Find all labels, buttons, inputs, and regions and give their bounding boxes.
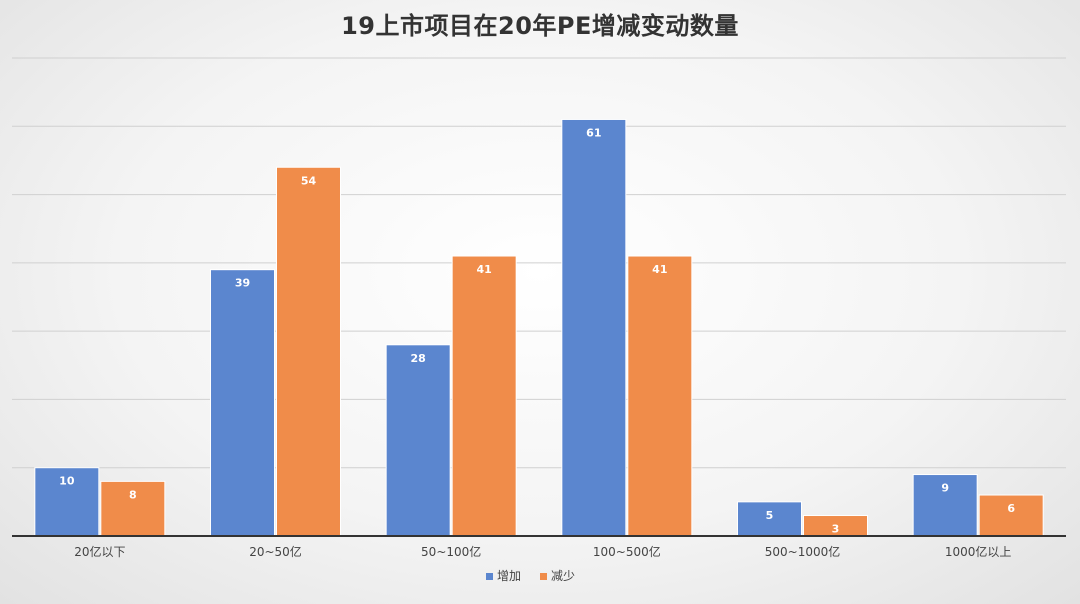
legend-swatch: [540, 573, 547, 580]
bar: [100, 480, 166, 537]
data-label: 41: [652, 263, 667, 276]
bar: [978, 494, 1044, 537]
x-tick-label: 50~100亿: [421, 544, 481, 559]
legend-label: 增加: [497, 569, 521, 583]
bar: [276, 166, 341, 537]
bar: [210, 269, 275, 537]
chart-title: 19上市项目在20年PE增减变动数量: [341, 12, 739, 40]
x-tick-label: 20~50亿: [249, 544, 302, 559]
bar: [561, 118, 627, 537]
data-label: 3: [832, 523, 840, 536]
data-label: 6: [1007, 502, 1015, 515]
bar: [385, 344, 451, 537]
data-label: 54: [301, 174, 317, 187]
data-label: 61: [586, 126, 601, 139]
bar: [627, 255, 693, 537]
data-label: 5: [766, 509, 774, 522]
legend-swatch: [486, 573, 493, 580]
bar: [451, 255, 517, 537]
legend-label: 减少: [551, 569, 575, 583]
x-tick-label: 1000亿以上: [945, 544, 1012, 559]
data-label: 10: [59, 475, 75, 488]
data-label: 39: [235, 277, 250, 290]
data-label: 9: [941, 482, 949, 495]
bar: [34, 467, 100, 537]
x-tick-label: 20亿以下: [74, 544, 125, 559]
x-tick-label: 100~500亿: [593, 544, 661, 559]
x-tick-label: 500~1000亿: [765, 544, 841, 559]
data-label: 8: [129, 488, 137, 501]
data-label: 28: [411, 352, 426, 365]
data-label: 41: [477, 263, 492, 276]
